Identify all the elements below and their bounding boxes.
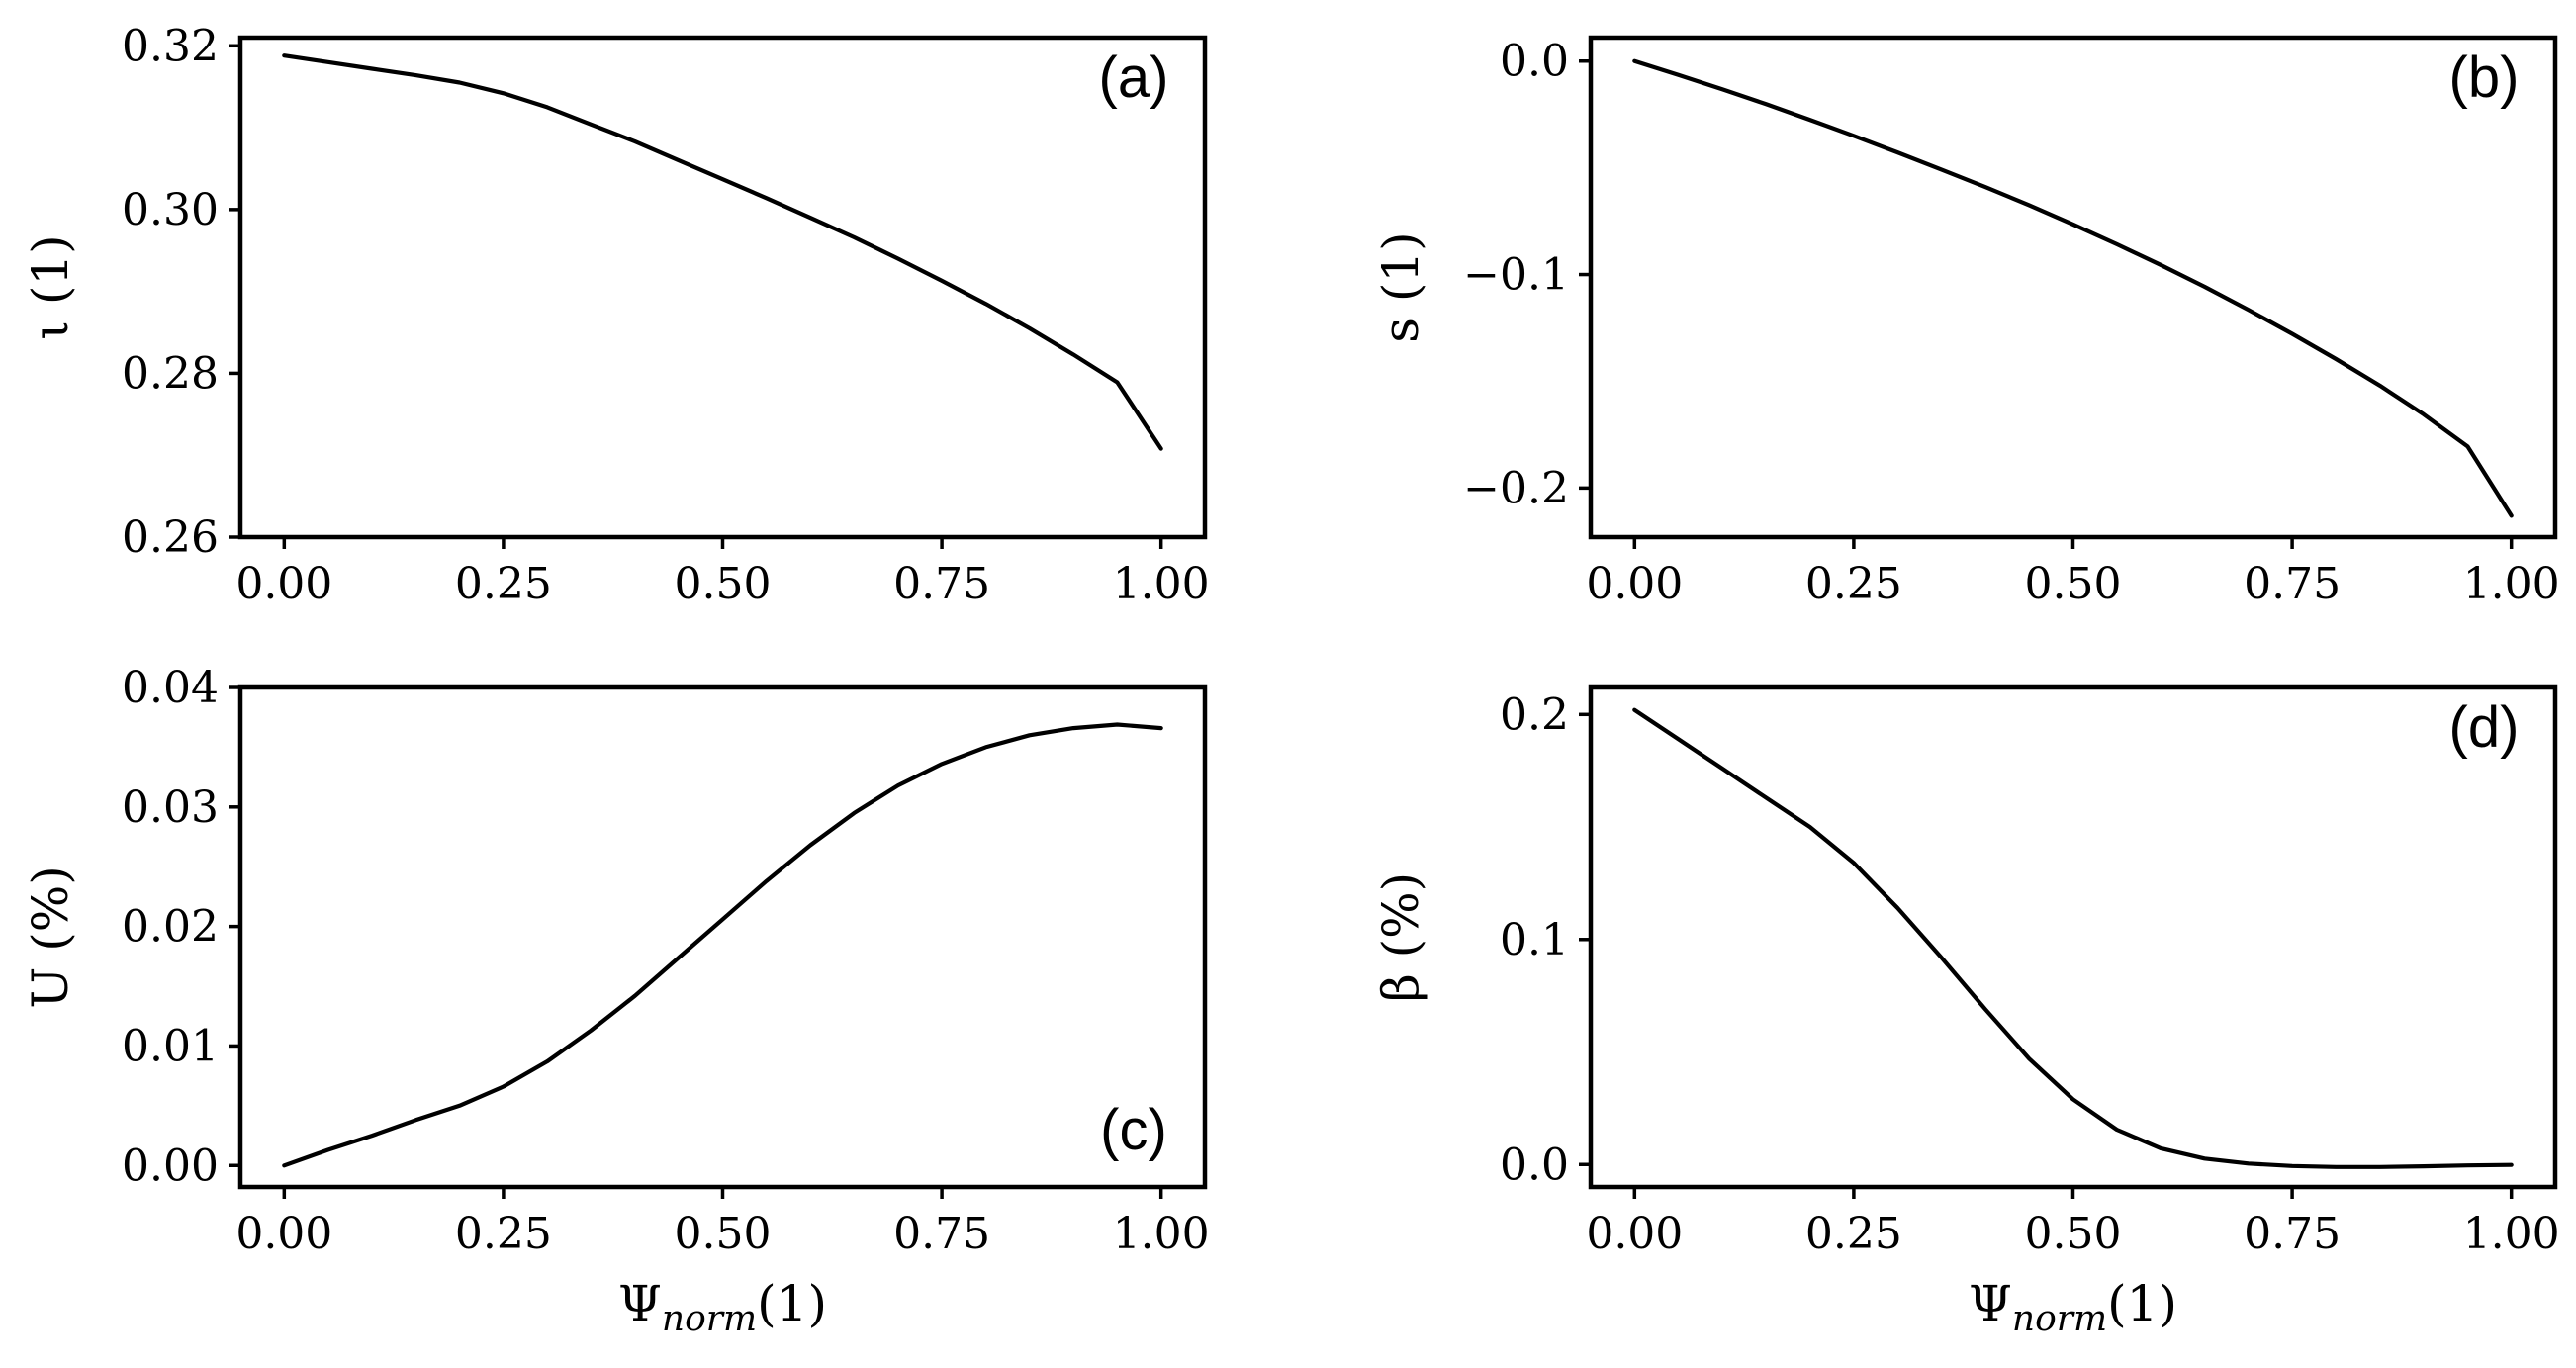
x-tick-label: 1.00 [1113, 559, 1210, 609]
x-tick-label: 1.00 [2463, 559, 2560, 609]
x-tick-label: 0.25 [1805, 1209, 1902, 1259]
y-tick-label: −0.2 [1463, 463, 1569, 513]
x-tick-label: 1.00 [1113, 1209, 1210, 1259]
y-axis-label: U (%) [22, 866, 79, 1009]
x-tick-label: 0.75 [2244, 559, 2341, 609]
x-axis-label: Ψnorm(1) [1969, 1275, 2177, 1339]
panel-label: (a) [1099, 46, 1169, 110]
y-tick-label: 0.28 [122, 348, 219, 399]
series-line [282, 53, 1163, 451]
series-line [1632, 707, 2514, 1169]
x-tick-label: 0.25 [455, 1209, 552, 1259]
y-tick-label: 0.03 [122, 782, 219, 833]
x-tick-label: 0.50 [675, 559, 772, 609]
panel-label: (b) [2449, 46, 2520, 110]
y-tick-label: 0.0 [1500, 37, 1569, 87]
x-tick-label: 0.00 [235, 559, 332, 609]
y-axis-label: s (1) [1372, 231, 1429, 342]
x-tick-label: 0.00 [235, 1209, 332, 1259]
series-line [282, 722, 1163, 1168]
x-tick-label: 0.50 [2025, 559, 2122, 609]
x-tick-label: 0.50 [2025, 1209, 2122, 1259]
panel-label: (d) [2449, 695, 2520, 760]
y-tick-label: 0.2 [1500, 689, 1569, 740]
y-tick-label: 0.26 [122, 512, 219, 563]
x-tick-label: 0.75 [2244, 1209, 2341, 1259]
y-axis-label: ι (1) [22, 234, 79, 339]
y-axis-label: β (%) [1372, 872, 1429, 1002]
panel-3: 0.00 0.25 0.50 0.75 1.00 0.0 0.1 0.2 β (%) Ψnorm(… [1372, 684, 2560, 1339]
panel-0: 0.00 0.25 0.50 0.75 1.00 0.26 0.28 0.30 0.32 ι (1… [22, 21, 1210, 609]
y-tick-label: −0.1 [1463, 250, 1569, 301]
y-tick-label: 0.0 [1500, 1140, 1569, 1190]
panel-2: 0.00 0.25 0.50 0.75 1.00 0.00 0.01 0.02 0.03 0.04… [22, 663, 1210, 1339]
x-tick-label: 0.00 [1586, 559, 1683, 609]
x-tick-label: 0.00 [1586, 1209, 1683, 1259]
x-tick-label: 1.00 [2463, 1209, 2560, 1259]
y-tick-label: 0.02 [122, 902, 219, 953]
x-axis-label: Ψnorm(1) [618, 1275, 827, 1339]
y-tick-label: 0.00 [122, 1140, 219, 1191]
panel-1: 0.00 0.25 0.50 0.75 1.00 0.0 −0.1 −0.2 s (1) (b) [1372, 35, 2560, 609]
x-tick-label: 0.75 [893, 559, 990, 609]
y-tick-label: 0.04 [122, 663, 219, 713]
y-tick-label: 0.30 [122, 185, 219, 235]
x-tick-label: 0.25 [1805, 559, 1902, 609]
x-tick-label: 0.75 [893, 1209, 990, 1259]
y-tick-label: 0.32 [122, 21, 219, 71]
y-tick-label: 0.1 [1500, 915, 1569, 965]
y-tick-label: 0.01 [122, 1021, 219, 1071]
series-line [1632, 58, 2514, 518]
plot-frame [1588, 35, 2558, 540]
plot-frame [237, 684, 1208, 1190]
x-tick-label: 0.25 [455, 559, 552, 609]
panel-label: (c) [1100, 1098, 1167, 1162]
plot-frame [1588, 684, 2558, 1190]
x-tick-label: 0.50 [675, 1209, 772, 1259]
plot-frame [237, 35, 1208, 540]
